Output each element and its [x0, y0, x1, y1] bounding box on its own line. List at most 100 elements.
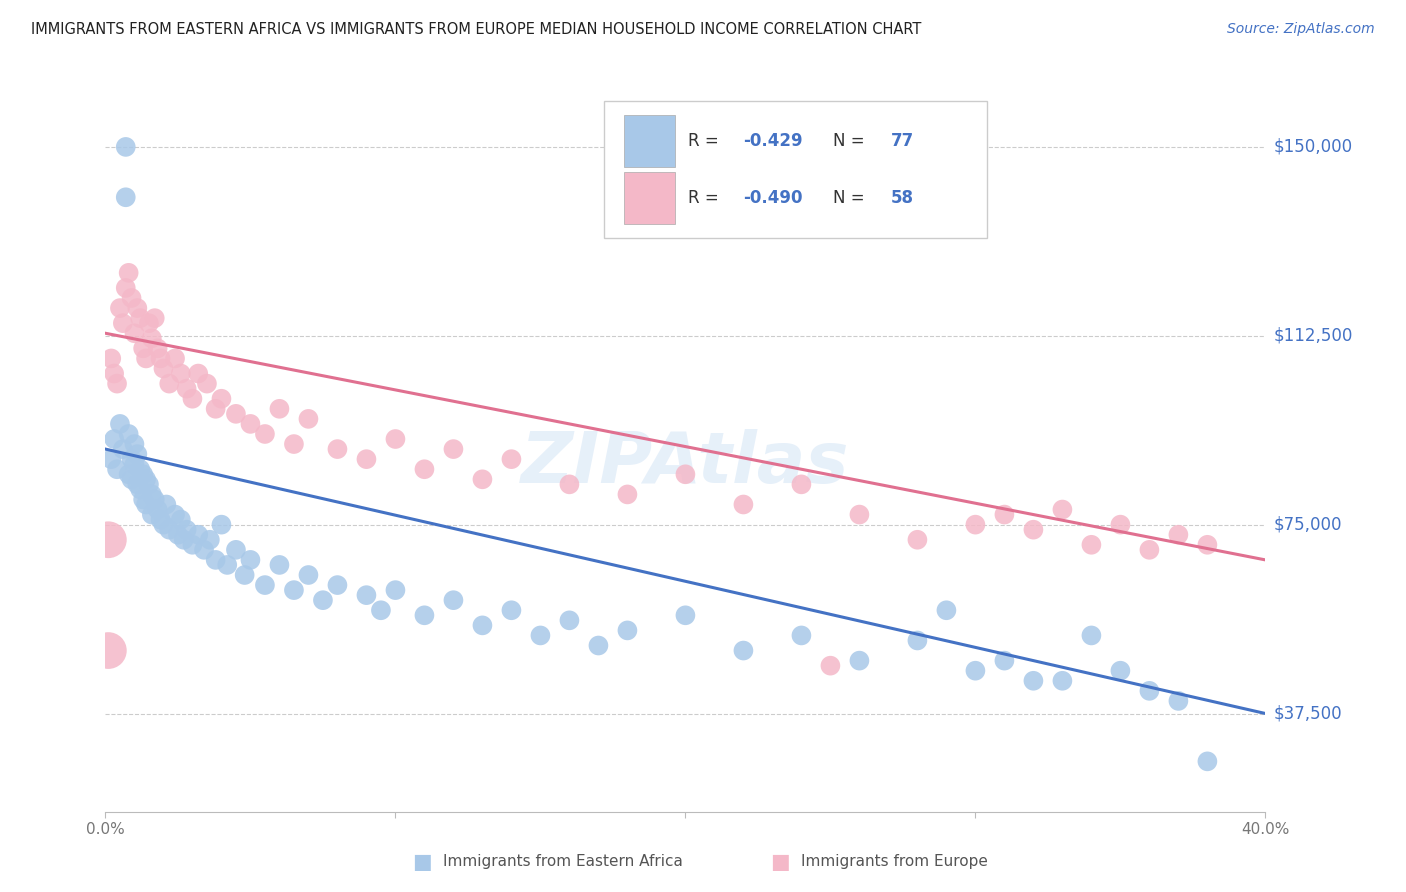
Point [118, 467, 141, 482]
Text: N =: N = [832, 132, 870, 150]
Point [132, 492, 155, 507]
Point [1052, 502, 1074, 516]
Point [471, 618, 494, 632]
Point [907, 533, 929, 547]
Point [370, 603, 392, 617]
Point [118, 266, 141, 280]
Point [204, 401, 226, 416]
Point [225, 542, 247, 557]
Text: N =: N = [832, 189, 870, 207]
Point [616, 487, 638, 501]
Point [97, 533, 120, 547]
Point [675, 467, 697, 482]
Point [441, 442, 464, 456]
Point [326, 578, 349, 592]
Text: $150,000: $150,000 [1274, 138, 1353, 156]
Point [108, 301, 131, 315]
Point [114, 190, 136, 204]
FancyBboxPatch shape [624, 115, 675, 167]
Point [501, 603, 523, 617]
Point [588, 639, 610, 653]
Point [100, 452, 122, 467]
Point [848, 654, 870, 668]
Point [111, 442, 134, 456]
Point [141, 487, 163, 501]
Point [283, 583, 305, 598]
Point [198, 533, 221, 547]
Point [1109, 664, 1132, 678]
Point [129, 311, 152, 326]
Point [283, 437, 305, 451]
Point [211, 392, 233, 406]
Point [993, 654, 1015, 668]
Point [100, 351, 122, 366]
Text: ■: ■ [770, 852, 790, 871]
Point [114, 281, 136, 295]
Point [129, 483, 152, 497]
Point [471, 472, 494, 486]
Point [195, 376, 218, 391]
Point [155, 498, 177, 512]
Point [790, 628, 813, 642]
Point [993, 508, 1015, 522]
Point [114, 140, 136, 154]
Point [253, 578, 276, 592]
FancyBboxPatch shape [624, 171, 675, 224]
Point [165, 351, 187, 366]
Point [356, 452, 378, 467]
Point [149, 351, 172, 366]
Point [143, 492, 166, 507]
Point [253, 427, 276, 442]
Point [441, 593, 464, 607]
Point [121, 452, 143, 467]
Point [146, 502, 169, 516]
Point [1139, 542, 1161, 557]
Point [935, 603, 957, 617]
Point [820, 658, 842, 673]
Point [413, 608, 436, 623]
Point [233, 568, 256, 582]
Point [733, 643, 755, 657]
Text: $112,500: $112,500 [1274, 326, 1354, 345]
Point [152, 517, 174, 532]
Point [239, 553, 262, 567]
Point [132, 467, 155, 482]
Point [312, 593, 335, 607]
Text: IMMIGRANTS FROM EASTERN AFRICA VS IMMIGRANTS FROM EUROPE MEDIAN HOUSEHOLD INCOME: IMMIGRANTS FROM EASTERN AFRICA VS IMMIGR… [31, 22, 921, 37]
Point [1167, 527, 1189, 541]
Point [297, 568, 319, 582]
Point [501, 452, 523, 467]
Point [217, 558, 239, 572]
Point [135, 472, 157, 486]
Point [176, 523, 198, 537]
Point [97, 643, 120, 657]
Point [143, 311, 166, 326]
Text: $75,000: $75,000 [1274, 516, 1343, 533]
Point [157, 376, 180, 391]
Point [165, 508, 187, 522]
Point [1139, 683, 1161, 698]
FancyBboxPatch shape [605, 101, 987, 238]
Point [124, 457, 146, 471]
Point [108, 417, 131, 431]
Point [121, 291, 143, 305]
Point [124, 437, 146, 451]
Text: Immigrants from Europe: Immigrants from Europe [801, 855, 988, 869]
Point [135, 351, 157, 366]
Point [152, 361, 174, 376]
Point [170, 367, 193, 381]
Point [1022, 523, 1045, 537]
Point [146, 342, 169, 356]
Point [790, 477, 813, 491]
Point [141, 508, 163, 522]
Point [127, 447, 149, 461]
Point [907, 633, 929, 648]
Text: ■: ■ [412, 852, 432, 871]
Text: 77: 77 [891, 132, 914, 150]
Point [239, 417, 262, 431]
Point [149, 513, 172, 527]
Point [204, 553, 226, 567]
Point [193, 542, 215, 557]
Point [138, 316, 160, 330]
Point [413, 462, 436, 476]
